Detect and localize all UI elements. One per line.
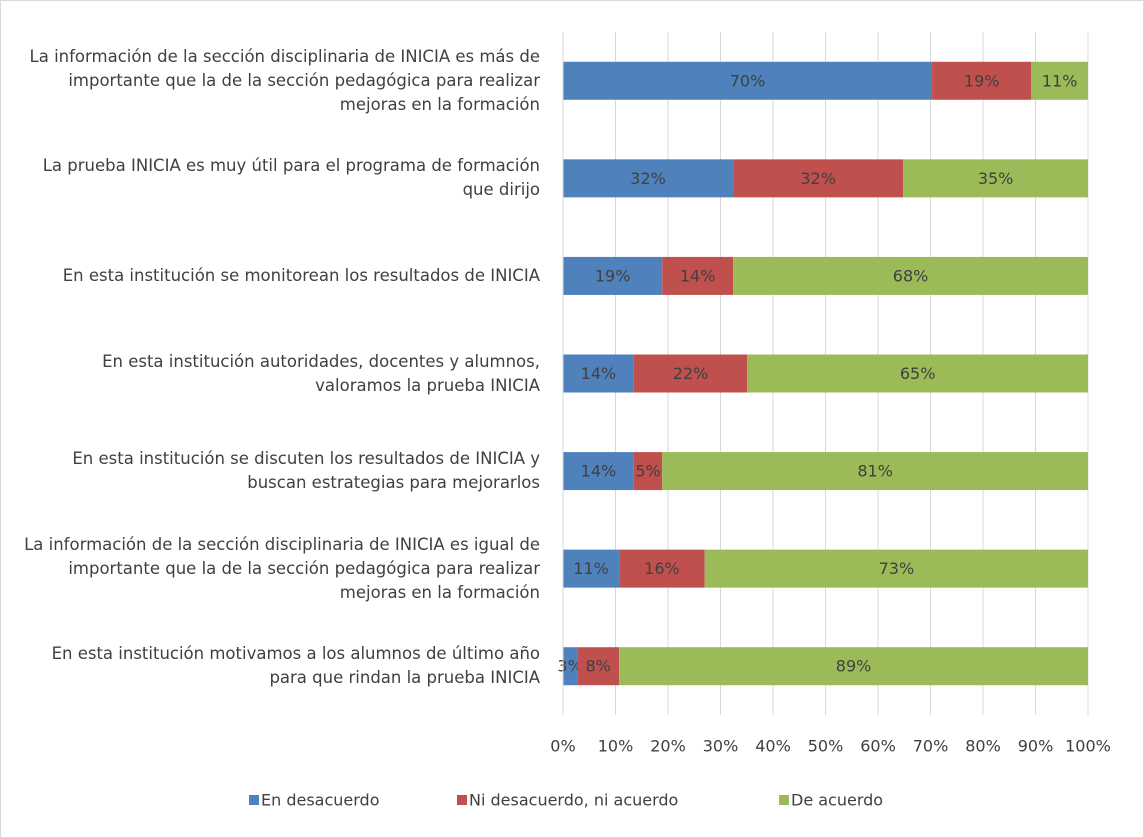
data-label: 14% [581, 364, 617, 383]
bar-segment [563, 61, 933, 100]
bar-segment [563, 256, 663, 295]
bar-segment [1031, 61, 1088, 100]
bar-segment [704, 549, 1088, 588]
bar-segment [619, 647, 1088, 686]
bar-segment [903, 159, 1088, 198]
x-tick-label: 80% [965, 737, 1001, 756]
x-tick-label: 50% [808, 737, 844, 756]
category-label: En esta institución autoridades, docente… [102, 351, 540, 395]
legend-swatch [457, 795, 467, 805]
x-tick-label: 100% [1065, 737, 1111, 756]
x-tick-label: 90% [1018, 737, 1054, 756]
bar-segment [619, 549, 705, 588]
x-tick-label: 30% [703, 737, 739, 756]
bar-segment [563, 354, 634, 393]
bar-segment [747, 354, 1088, 393]
data-label: 73% [879, 559, 915, 578]
data-label: 81% [857, 462, 893, 481]
legend-label: De acuerdo [791, 791, 883, 810]
data-label: 35% [978, 169, 1014, 188]
data-label: 32% [630, 169, 666, 188]
bar-segment [733, 256, 1088, 295]
data-label: 3% [557, 657, 582, 676]
data-label: 65% [900, 364, 936, 383]
x-tick-label: 60% [860, 737, 896, 756]
category-label: La información de la sección disciplinar… [29, 46, 540, 114]
data-label: 11% [573, 559, 609, 578]
bar-segment [733, 159, 904, 198]
category-label: En esta institución motivamos a los alum… [51, 644, 540, 688]
legend-label: En desacuerdo [261, 791, 380, 810]
bar-segment [563, 647, 578, 686]
category-label: La información de la sección disciplinar… [24, 534, 540, 602]
data-label: 8% [585, 657, 610, 676]
category-label: En esta institución se monitorean los re… [62, 265, 540, 285]
bar-segment [563, 452, 634, 491]
data-label: 19% [964, 71, 1000, 90]
x-tick-label: 20% [650, 737, 686, 756]
x-tick-label: 10% [598, 737, 634, 756]
data-label: 70% [730, 71, 766, 90]
bar-segment [633, 354, 748, 393]
data-label: 19% [595, 266, 631, 285]
x-tick-label: 70% [913, 737, 949, 756]
bar-segment [577, 647, 620, 686]
category-label: En esta institución se discuten los resu… [72, 449, 540, 493]
legend-swatch [779, 795, 789, 805]
legend-swatch [249, 795, 259, 805]
bar-segment [662, 452, 1088, 491]
bar-segment [662, 256, 734, 295]
data-label: 89% [836, 657, 872, 676]
data-label: 32% [800, 169, 836, 188]
data-label: 5% [635, 462, 660, 481]
data-label: 11% [1042, 71, 1078, 90]
data-label: 68% [893, 266, 929, 285]
data-label: 16% [644, 559, 680, 578]
x-tick-label: 40% [755, 737, 791, 756]
bar-segment [563, 159, 734, 198]
bar-segment [932, 61, 1032, 100]
legend-label: Ni desacuerdo, ni acuerdo [469, 791, 678, 810]
category-label: La prueba INICIA es muy útil para el pro… [42, 156, 540, 200]
data-label: 14% [581, 462, 617, 481]
x-tick-label: 0% [550, 737, 575, 756]
bar-segment [563, 549, 620, 588]
bar-segment [633, 452, 663, 491]
data-label: 22% [673, 364, 709, 383]
data-label: 14% [680, 266, 716, 285]
